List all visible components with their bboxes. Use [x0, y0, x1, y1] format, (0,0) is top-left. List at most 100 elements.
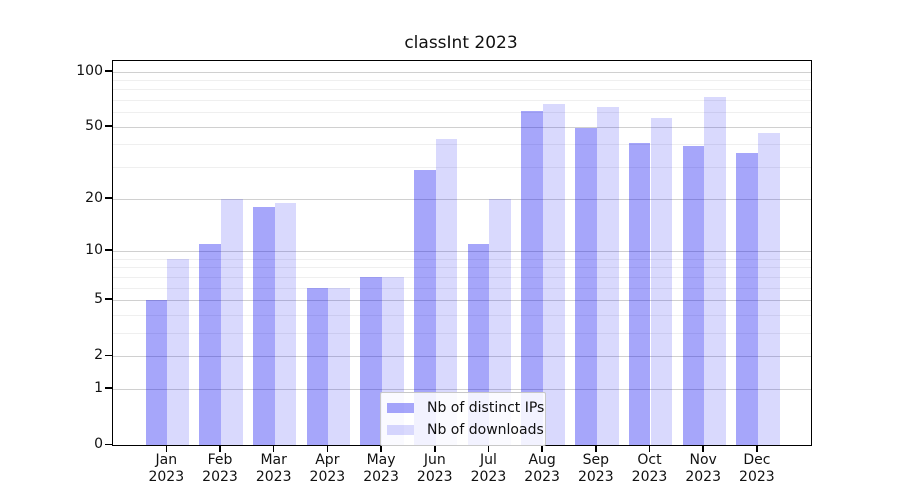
- bar-distinct-ips-feb: [199, 243, 221, 445]
- x-tick-mark: [541, 445, 543, 452]
- bar-downloads-jun: [435, 138, 458, 445]
- bar-distinct-ips-aug: [521, 111, 544, 445]
- legend-item-downloads: Nb of downloads: [387, 420, 544, 440]
- legend-label-distinct-ips: Nb of distinct IPs: [427, 400, 545, 416]
- bar-distinct-ips-nov: [682, 146, 705, 445]
- bar-distinct-ips-mar: [252, 206, 275, 445]
- gridline-8: [113, 267, 811, 269]
- x-tick-year: 2023: [148, 469, 185, 485]
- gridline-100: [113, 71, 811, 73]
- y-tick-label-50: 50: [85, 117, 103, 134]
- gridline-80: [113, 89, 811, 91]
- bar-downloads-nov: [704, 96, 726, 445]
- x-tick-year: 2023: [524, 469, 560, 485]
- x-tick-month: Jul: [479, 452, 497, 468]
- gridline-90: [113, 79, 811, 81]
- x-tick-month: Dec: [743, 452, 771, 468]
- y-tick-label-0: 0: [94, 436, 103, 452]
- bar-distinct-ips-dec: [736, 152, 758, 445]
- x-tick-year: 2023: [631, 469, 668, 485]
- bar-downloads-apr: [328, 287, 351, 445]
- x-tick-label-may: May 2023: [350, 452, 412, 486]
- bar-distinct-ips-apr: [306, 287, 329, 445]
- bar-downloads-jan: [167, 258, 189, 445]
- x-tick-label-sep: Sep 2023: [565, 452, 627, 486]
- plot-area: Nb of distinct IPs Nb of downloads: [112, 60, 812, 446]
- x-tick-year: 2023: [416, 469, 453, 485]
- gridline-70: [113, 100, 811, 102]
- legend-swatch-distinct-ips: [387, 403, 414, 413]
- x-tick-mark: [702, 445, 704, 452]
- y-tick-mark: [105, 70, 112, 72]
- bar-downloads-oct: [650, 117, 673, 445]
- x-tick-label-feb: Feb 2023: [189, 452, 251, 486]
- x-tick-label-nov: Nov 2023: [672, 452, 734, 486]
- y-tick-label-1: 1: [94, 379, 103, 396]
- bar-distinct-ips-jun: [414, 169, 436, 445]
- x-tick-label-oct: Oct 2023: [619, 452, 681, 486]
- x-tick-label-jul: Jul 2023: [457, 452, 519, 486]
- x-tick-year: 2023: [739, 469, 775, 485]
- gridline-10: [113, 250, 811, 252]
- x-tick-mark: [165, 445, 168, 452]
- x-tick-label-mar: Mar 2023: [243, 452, 305, 486]
- x-tick-year: 2023: [470, 469, 507, 485]
- x-tick-label-jan: Jan 2023: [135, 452, 197, 486]
- bar-downloads-aug: [543, 103, 565, 445]
- x-tick-month: Jan: [155, 452, 178, 468]
- bar-distinct-ips-sep: [575, 128, 597, 445]
- x-tick-mark: [380, 445, 382, 452]
- x-tick-year: 2023: [685, 469, 721, 485]
- y-tick-mark: [105, 197, 112, 199]
- gridline-7: [113, 276, 811, 278]
- bar-downloads-sep: [596, 107, 619, 445]
- gridline-30: [113, 167, 811, 169]
- gridline-6: [113, 287, 811, 289]
- x-tick-month: Jun: [423, 452, 446, 468]
- gridline-9: [113, 258, 811, 260]
- x-tick-mark: [272, 445, 275, 452]
- legend-label-downloads: Nb of downloads: [427, 422, 544, 438]
- y-tick-mark: [105, 387, 112, 389]
- x-tick-label-jun: Jun 2023: [404, 452, 466, 486]
- gridline-2: [113, 356, 811, 358]
- x-tick-month: Apr: [315, 452, 340, 468]
- gridline-50: [113, 126, 811, 128]
- x-tick-mark: [595, 445, 597, 452]
- x-tick-year: 2023: [202, 469, 238, 485]
- y-tick-label-100: 100: [76, 62, 103, 79]
- x-tick-month: Aug: [528, 452, 556, 468]
- bar-distinct-ips-may: [360, 276, 383, 445]
- x-tick-mark: [434, 445, 436, 452]
- x-tick-mark: [219, 445, 221, 452]
- x-tick-month: May: [366, 452, 396, 468]
- x-tick-label-dec: Dec 2023: [726, 452, 788, 486]
- x-tick-mark: [487, 445, 490, 452]
- gridline-60: [113, 112, 811, 114]
- y-tick-label-2: 2: [94, 347, 103, 364]
- x-tick-year: 2023: [577, 469, 614, 485]
- y-tick-label-20: 20: [85, 189, 103, 206]
- x-tick-year: 2023: [255, 469, 292, 485]
- y-tick-label-5: 5: [94, 290, 103, 307]
- y-tick-mark: [105, 298, 112, 300]
- chart-title: classInt 2023: [404, 33, 518, 53]
- y-tick-mark: [105, 249, 112, 251]
- y-tick-mark: [105, 443, 112, 445]
- gridline-40: [113, 144, 811, 146]
- gridline-4: [113, 314, 811, 316]
- x-tick-label-aug: Aug 2023: [511, 452, 573, 486]
- x-tick-month: Sep: [582, 452, 609, 468]
- legend: Nb of distinct IPs Nb of downloads: [380, 392, 546, 446]
- x-tick-mark: [326, 445, 329, 452]
- x-tick-month: Nov: [689, 452, 717, 468]
- bar-distinct-ips-jan: [145, 300, 168, 445]
- x-tick-mark: [756, 445, 758, 452]
- y-tick-label-10: 10: [85, 241, 103, 258]
- y-tick-mark: [105, 125, 112, 127]
- bar-downloads-dec: [757, 133, 780, 445]
- bar-downloads-mar: [274, 202, 297, 445]
- x-tick-month: Feb: [207, 452, 233, 468]
- gridline-3: [113, 332, 811, 334]
- x-tick-mark: [648, 445, 651, 452]
